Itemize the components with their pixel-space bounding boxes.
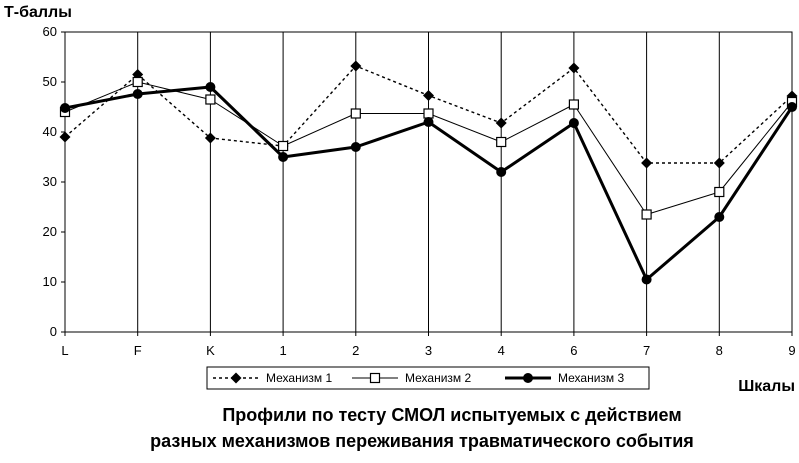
x-axis-ticks: L F K 1 2 3 4 6 7 8 9 [61, 332, 796, 358]
data-point [641, 157, 653, 169]
data-point [59, 131, 71, 143]
data-point [714, 186, 725, 198]
legend-marker [369, 372, 381, 384]
data-point [350, 60, 362, 72]
chart-title-line-2: разных механизмов переживания травматиче… [150, 431, 694, 451]
y-tick-label: 60 [43, 24, 57, 39]
data-point [496, 136, 507, 148]
x-tick-label: 6 [570, 343, 577, 358]
y-tick-label: 10 [43, 274, 57, 289]
x-tick-label: 2 [352, 343, 359, 358]
data-point [496, 167, 507, 177]
series-2 [59, 76, 798, 220]
data-point [132, 89, 143, 99]
legend-item: Механизм 3 [505, 371, 624, 385]
data-point [568, 62, 580, 74]
series-group [59, 60, 798, 285]
y-tick-label: 0 [50, 324, 57, 339]
data-point [713, 157, 725, 169]
data-point [568, 99, 580, 110]
data-point [568, 118, 579, 128]
y-axis-title: Т-баллы [4, 4, 72, 21]
x-tick-label: F [134, 343, 142, 358]
legend-item: Механизм 2 [352, 371, 471, 385]
x-tick-label: K [206, 343, 215, 358]
data-point [205, 94, 216, 105]
data-point [350, 142, 361, 152]
series-3 [60, 82, 797, 285]
legend-label: Механизм 2 [405, 371, 471, 385]
legend-box [206, 366, 650, 390]
x-tick-label: 3 [425, 343, 432, 358]
data-point [423, 117, 434, 127]
legend-label: Механизм 1 [266, 371, 332, 385]
data-point [60, 103, 70, 113]
y-axis-ticks: 0 10 20 30 40 50 60 [43, 24, 65, 339]
y-tick-label: 30 [43, 174, 57, 189]
y-tick-label: 50 [43, 74, 57, 89]
data-point [204, 132, 216, 144]
x-tick-label: L [61, 343, 68, 358]
data-point [278, 152, 289, 162]
data-point [423, 108, 434, 119]
legend: Механизм 1 Механизм 2 Механизм 3 [206, 366, 650, 390]
chart-title-line-1: Профили по тесту СМОЛ испытуемых с дейст… [222, 405, 681, 425]
legend-items: Механизм 1 Механизм 2 Механизм 3 [213, 371, 624, 385]
legend-label: Механизм 3 [558, 371, 624, 385]
x-tick-label: 1 [279, 343, 286, 358]
data-point [641, 209, 652, 220]
x-tick-label: 9 [788, 343, 795, 358]
data-point [350, 108, 361, 119]
data-point [132, 76, 143, 88]
data-point [495, 117, 507, 129]
x-axis-title: Шкалы [738, 378, 795, 395]
legend-item: Механизм 1 [213, 371, 332, 385]
data-point [714, 212, 725, 222]
data-point [423, 90, 434, 101]
grid [137, 32, 720, 332]
x-tick-label: 4 [498, 343, 505, 358]
y-tick-label: 20 [43, 224, 57, 239]
legend-marker [523, 373, 533, 383]
x-tick-label: 8 [716, 343, 723, 358]
x-tick-label: 7 [643, 343, 650, 358]
legend-marker [230, 372, 242, 384]
data-point [278, 140, 289, 152]
data-point [787, 102, 797, 112]
data-point [641, 274, 652, 285]
data-point [205, 82, 216, 92]
y-tick-label: 40 [43, 124, 57, 139]
